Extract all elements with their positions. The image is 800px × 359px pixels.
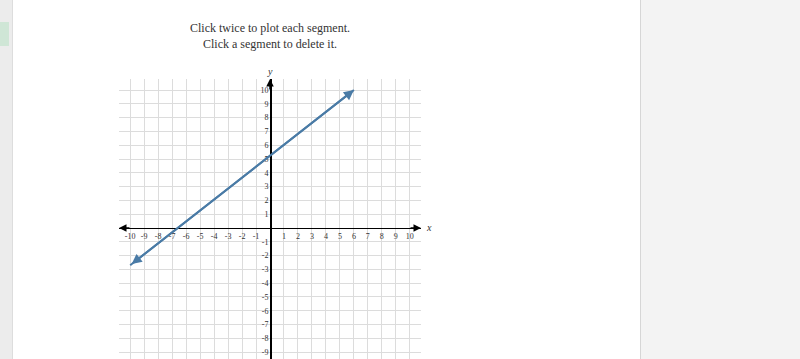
svg-text:x: x — [426, 222, 432, 233]
svg-text:7: 7 — [366, 232, 370, 241]
svg-text:-7: -7 — [169, 232, 176, 241]
svg-text:5: 5 — [264, 155, 268, 164]
svg-text:-2: -2 — [239, 232, 246, 241]
svg-text:-9: -9 — [262, 348, 269, 357]
svg-text:-5: -5 — [262, 293, 269, 302]
svg-text:1: 1 — [282, 232, 286, 241]
svg-text:4: 4 — [264, 169, 268, 178]
svg-text:-8: -8 — [262, 334, 269, 343]
svg-text:8: 8 — [380, 232, 384, 241]
svg-text:-6: -6 — [183, 232, 190, 241]
svg-text:-7: -7 — [262, 320, 269, 329]
svg-text:-9: -9 — [141, 232, 148, 241]
svg-text:-3: -3 — [225, 232, 232, 241]
svg-text:-1: -1 — [253, 232, 260, 241]
svg-text:y: y — [267, 66, 273, 77]
svg-text:Click twice to plot each segme: Click twice to plot each segment.Click a… — [190, 21, 350, 51]
svg-text:8: 8 — [264, 113, 268, 122]
svg-text:3: 3 — [264, 182, 268, 191]
svg-text:10: 10 — [260, 86, 268, 95]
svg-text:9: 9 — [394, 232, 398, 241]
svg-text:-2: -2 — [262, 251, 269, 260]
svg-text:1: 1 — [264, 210, 268, 219]
svg-text:9: 9 — [264, 100, 268, 109]
svg-text:6: 6 — [264, 141, 268, 150]
svg-text:-10: -10 — [125, 232, 136, 241]
svg-text:5: 5 — [338, 232, 342, 241]
svg-text:-1: -1 — [262, 238, 269, 247]
svg-text:-6: -6 — [262, 307, 269, 316]
svg-text:-4: -4 — [211, 232, 218, 241]
svg-text:2: 2 — [264, 196, 268, 205]
svg-text:-3: -3 — [262, 265, 269, 274]
svg-text:-4: -4 — [262, 279, 269, 288]
svg-text:10: 10 — [406, 232, 414, 241]
svg-text:4: 4 — [324, 232, 328, 241]
svg-text:-5: -5 — [197, 232, 204, 241]
svg-text:2: 2 — [296, 232, 300, 241]
svg-text:6: 6 — [352, 232, 356, 241]
svg-text:3: 3 — [310, 232, 314, 241]
svg-text:-8: -8 — [155, 232, 162, 241]
svg-text:7: 7 — [264, 127, 268, 136]
